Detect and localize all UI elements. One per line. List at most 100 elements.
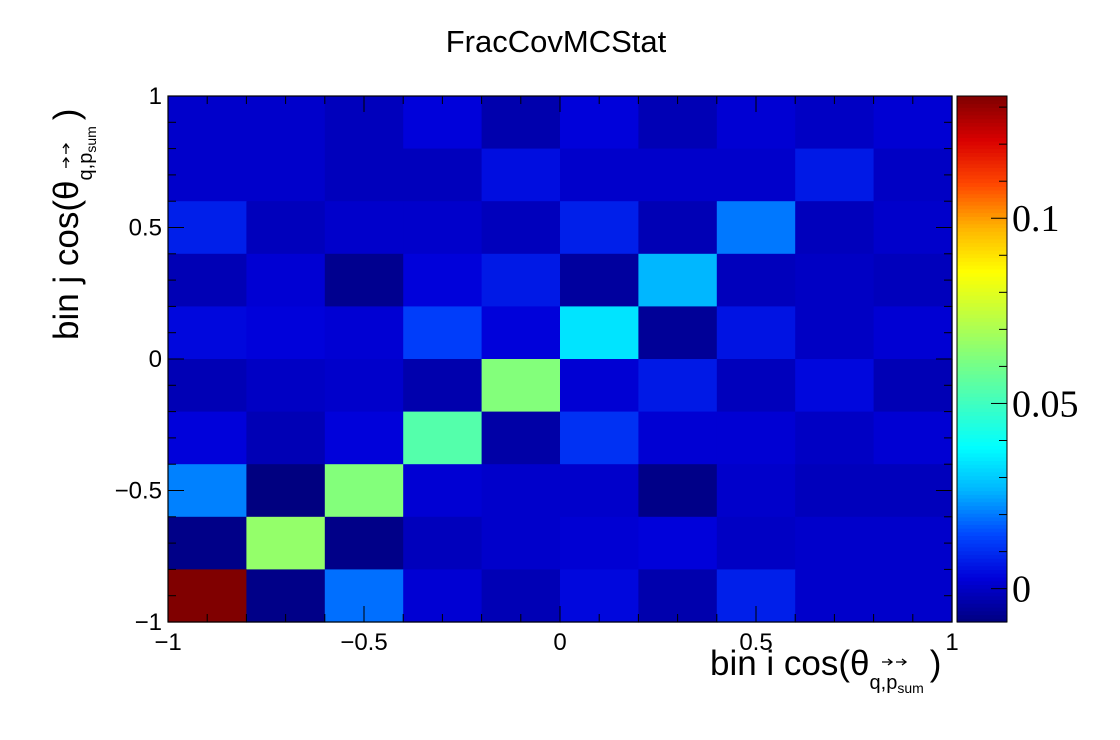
heatmap-cell bbox=[638, 411, 718, 465]
heatmap-cell bbox=[481, 148, 561, 202]
colorbar-band bbox=[957, 325, 1007, 330]
colorbar-band bbox=[957, 404, 1007, 409]
heatmap-cell bbox=[560, 569, 639, 623]
colorbar-band bbox=[957, 546, 1007, 552]
colorbar-band bbox=[957, 208, 1007, 214]
colorbar-band bbox=[957, 283, 1007, 289]
colorbar-band bbox=[957, 276, 1007, 281]
colorbar-band bbox=[957, 584, 1007, 589]
colorbar-band bbox=[957, 332, 1007, 338]
colorbar: 0 0.05 0.1 bbox=[956, 95, 1079, 623]
heatmap-cell bbox=[716, 148, 796, 202]
heatmap-cell bbox=[246, 201, 326, 255]
heatmap-cell bbox=[716, 306, 796, 360]
colorbar-band bbox=[957, 614, 1007, 619]
colorbar-band bbox=[957, 565, 1007, 570]
colorbar-band bbox=[957, 336, 1007, 341]
colorbar-band bbox=[957, 535, 1007, 540]
heatmap-cell bbox=[246, 411, 326, 465]
colorbar-band bbox=[957, 189, 1007, 195]
heatmap-cell bbox=[403, 201, 483, 255]
colorbar-band bbox=[957, 268, 1007, 274]
colorbar-band bbox=[957, 174, 1007, 180]
heatmap-cell bbox=[795, 464, 875, 518]
colorbar-band bbox=[957, 295, 1007, 300]
colorbar-band bbox=[957, 351, 1007, 356]
colorbar-band bbox=[957, 148, 1007, 153]
colorbar-band bbox=[957, 464, 1007, 469]
colorbar-band bbox=[957, 347, 1007, 353]
colorbar-band bbox=[957, 201, 1007, 206]
colorbar-band bbox=[957, 528, 1007, 533]
heatmap-cell bbox=[481, 96, 561, 150]
colorbar-band bbox=[957, 520, 1007, 525]
heatmap-cell bbox=[168, 569, 247, 623]
colorbar-band bbox=[957, 261, 1007, 266]
colorbar-band bbox=[957, 599, 1007, 604]
colorbar-band bbox=[957, 156, 1007, 161]
colorbar-band bbox=[957, 441, 1007, 447]
heatmap-cell bbox=[481, 569, 561, 623]
heatmap-cell bbox=[795, 253, 875, 307]
heatmap-cell bbox=[716, 253, 796, 307]
heatmap-cell bbox=[560, 148, 639, 202]
colorbar-band bbox=[957, 107, 1007, 112]
x-tick-label: −0.5 bbox=[340, 629, 387, 656]
heatmap-cell bbox=[638, 253, 718, 307]
colorbar-band bbox=[957, 385, 1007, 390]
colorbar-band bbox=[957, 505, 1007, 510]
heatmap-cell bbox=[481, 411, 561, 465]
colorbar-frame bbox=[956, 95, 1008, 623]
colorbar-band bbox=[957, 122, 1007, 127]
heatmap-cell bbox=[795, 516, 875, 570]
colorbar-band bbox=[957, 152, 1007, 157]
heatmap-cell bbox=[560, 201, 639, 255]
colorbar-band bbox=[957, 182, 1007, 187]
colorbar-band bbox=[957, 509, 1007, 514]
heatmap-cell bbox=[481, 201, 561, 255]
heatmap-cell bbox=[324, 253, 404, 307]
heatmap-cell bbox=[324, 201, 404, 255]
colorbar-band bbox=[957, 310, 1007, 315]
heatmap-cell bbox=[403, 464, 483, 518]
colorbar-band bbox=[957, 163, 1007, 168]
heatmap-cell bbox=[246, 464, 326, 518]
heatmap-cell bbox=[481, 306, 561, 360]
heatmap-cell bbox=[716, 201, 796, 255]
heatmap-cell bbox=[481, 516, 561, 570]
heatmap-cell bbox=[246, 359, 326, 413]
heatmap-cell bbox=[403, 411, 483, 465]
y-axis-label-subsub: sum bbox=[83, 126, 99, 152]
axis-ticks: −1 −0.5 0 0.5 1 −1 −0.5 0 0.5 1 bbox=[115, 83, 959, 656]
heatmap-cell bbox=[324, 411, 404, 465]
heatmap-cell bbox=[873, 96, 953, 150]
colorbar-band bbox=[957, 118, 1007, 123]
colorbar-band bbox=[957, 407, 1007, 413]
heatmap-cell bbox=[560, 464, 639, 518]
colorbar-band bbox=[957, 167, 1007, 172]
heatmap-cell bbox=[873, 306, 953, 360]
heatmap-cell bbox=[168, 306, 247, 360]
colorbar-band bbox=[957, 516, 1007, 522]
colorbar-band bbox=[957, 437, 1007, 443]
colorbar-band bbox=[957, 238, 1007, 244]
colorbar-band bbox=[957, 543, 1007, 548]
heatmap-cell bbox=[716, 464, 796, 518]
heatmap-cell bbox=[403, 253, 483, 307]
heatmap-cell bbox=[246, 253, 326, 307]
x-axis-label-sub: q,p bbox=[870, 672, 898, 694]
colorbar-tick-label: 0.1 bbox=[1012, 198, 1060, 240]
colorbar-band bbox=[957, 482, 1007, 488]
colorbar-band bbox=[957, 193, 1007, 199]
heatmap-cell bbox=[795, 411, 875, 465]
colorbar-band bbox=[957, 99, 1007, 105]
heatmap-cell bbox=[560, 411, 639, 465]
heatmap-cell bbox=[168, 96, 247, 150]
heatmap-cell bbox=[560, 96, 639, 150]
y-axis-label-sub: q,p bbox=[75, 153, 97, 181]
colorbar-band bbox=[957, 561, 1007, 567]
colorbar-band bbox=[957, 576, 1007, 582]
colorbar-band bbox=[957, 178, 1007, 184]
colorbar-band bbox=[957, 366, 1007, 371]
